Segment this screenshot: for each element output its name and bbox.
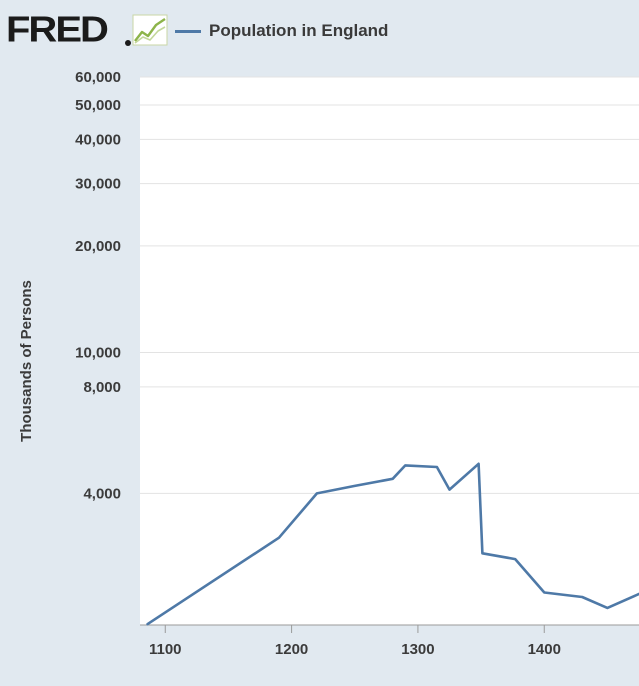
data-point[interactable] [277,536,281,540]
data-point[interactable] [480,551,484,555]
data-point[interactable] [146,622,150,626]
data-point[interactable] [353,484,357,488]
line-graph-icon [132,14,168,46]
data-point[interactable] [542,591,546,595]
x-tick-label: 1300 [401,641,434,658]
y-tick-label: 10,000 [75,345,121,362]
y-tick-label: 60,000 [75,69,121,86]
data-point[interactable] [513,557,517,561]
data-point[interactable] [580,595,584,599]
y-tick-label: 8,000 [83,379,121,396]
data-point[interactable] [435,465,439,469]
data-point[interactable] [477,462,481,466]
legend-swatch [175,29,201,33]
y-tick-label: 30,000 [75,176,121,193]
y-tick-label: 4,000 [83,485,121,502]
x-tick-label: 1200 [275,641,308,658]
series-line[interactable] [146,462,639,626]
plot-area [140,77,639,625]
x-tick-label: 1100 [149,641,182,658]
fred-logo[interactable]: FRED [6,10,109,50]
y-tick-label: 20,000 [75,238,121,255]
logo-dot [125,40,131,46]
data-point[interactable] [315,491,319,495]
y-tick-label: 50,000 [75,97,121,114]
data-point[interactable] [605,606,609,610]
x-tick-label: 1400 [528,641,561,658]
data-point[interactable] [391,477,395,481]
data-point[interactable] [403,463,407,467]
chart-header: FRED Population in England [0,0,639,62]
legend-label: Population in England [209,21,389,40]
chart-legend[interactable]: Population in England [175,20,388,42]
y-axis-title: Thousands of Persons [18,280,35,442]
y-tick-label: 40,000 [75,131,121,148]
data-point[interactable] [448,488,452,492]
